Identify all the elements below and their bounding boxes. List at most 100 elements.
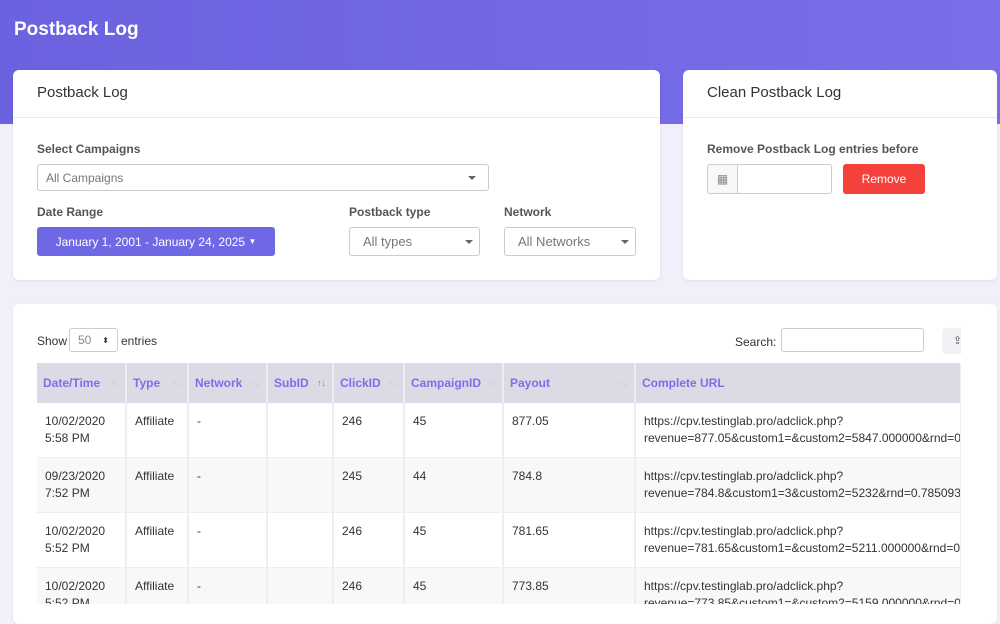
remove-button[interactable]: Remove [843, 164, 925, 194]
cell-payout: 784.8 [503, 457, 636, 513]
cell-url1: https://cpv.testinglab.pro/adclick.php? r… [635, 567, 961, 604]
campaigns-select[interactable]: All Campaigns [37, 164, 489, 191]
payout-text: 773.85 [512, 579, 549, 593]
cell-subid [267, 457, 334, 513]
column-header[interactable]: ClickID ↑↓ [333, 363, 405, 403]
column-header-content: SubID ↑↓ [274, 376, 326, 390]
column-header[interactable]: Complete URL [635, 363, 961, 403]
date-text: 10/02/2020 [45, 414, 106, 428]
cell-date: 10/02/2020 5:52 PM [37, 567, 127, 604]
column-label: Type [133, 376, 161, 390]
cell-payout: 773.85 [503, 567, 636, 604]
column-header[interactable]: CampaignID ↑↓ [404, 363, 504, 403]
clickid-text: 246 [342, 414, 363, 428]
sort-icon: ↑↓ [619, 378, 628, 388]
table-row: 10/02/2020 5:58 PM Affiliate - 246 45 877.05 ht… [37, 403, 961, 458]
payout-text: 877.05 [512, 414, 549, 428]
cell-url1: https://cpv.testinglab.pro/adclick.php? r… [635, 512, 961, 568]
table-row: 10/02/2020 5:52 PM Affiliate - 246 45 773.85 ht… [37, 567, 961, 604]
cell-campaignid: 45 [404, 567, 504, 604]
cell-url1: https://cpv.testinglab.pro/adclick.php? r… [635, 403, 961, 458]
search-input[interactable] [781, 328, 924, 352]
cell-campaignid: 44 [404, 457, 504, 513]
column-header-content: Date/Time ↑↓ [43, 376, 119, 390]
calendar-icon[interactable]: ▦ [707, 164, 738, 194]
campaignid-text: 45 [413, 414, 427, 428]
cell-clickid: 246 [333, 403, 405, 458]
sort-icon: ↑↓ [487, 378, 496, 388]
campaignid-text: 45 [413, 579, 427, 593]
column-header[interactable]: Network ↑↓ [188, 363, 268, 403]
postback-table: Date/Time ↑↓ Type ↑↓ Network ↑↓ SubID ↑↓ ClickID… [37, 363, 961, 604]
cell-date: 09/23/2020 7:52 PM [37, 457, 127, 513]
time-text: 7:52 PM [45, 486, 90, 500]
column-header[interactable]: Type ↑↓ [126, 363, 189, 403]
network-value: All Networks [518, 234, 591, 249]
cell-subid [267, 512, 334, 568]
export-icon[interactable]: ⇪ [943, 328, 961, 352]
date-range-value: January 1, 2001 - January 24, 2025 [55, 234, 246, 249]
remove-before-label: Remove Postback Log entries before [707, 142, 919, 156]
cell-network: - [188, 512, 268, 568]
cell-payout: 781.65 [503, 512, 636, 568]
column-header[interactable]: Date/Time ↑↓ [37, 363, 127, 403]
network-label: Network [504, 205, 552, 219]
postback-type-select[interactable]: All types [349, 227, 480, 256]
cell-type: Affiliate [126, 512, 189, 568]
chevron-down-icon [468, 175, 476, 184]
table-row: 09/23/2020 7:52 PM Affiliate - 245 44 784.8 htt… [37, 457, 961, 513]
cell-network: - [188, 567, 268, 604]
cell-network: - [188, 403, 268, 458]
url2-text: revenue=781.65&custom1=&custom2=5211.000… [644, 541, 961, 555]
url1-text: https://cpv.testinglab.pro/adclick.php? [644, 579, 844, 593]
column-header-content: ClickID ↑↓ [340, 376, 397, 390]
type-text: Affiliate [135, 469, 175, 483]
url2-text: revenue=773.85&custom1=&custom2=5159.000… [644, 596, 961, 604]
campaigns-label: Select Campaigns [37, 142, 141, 156]
filter-card: Postback Log Select Campaigns All Campai… [13, 70, 660, 280]
date-range-label: Date Range [37, 205, 104, 219]
remove-date-input[interactable] [737, 164, 832, 194]
cell-payout: 877.05 [503, 403, 636, 458]
column-label: Date/Time [43, 376, 101, 390]
column-header-content: Payout ↑↓ [510, 376, 628, 390]
cell-clickid: 245 [333, 457, 405, 513]
show-label: Show [37, 334, 68, 348]
column-header[interactable]: Payout ↑↓ [503, 363, 636, 403]
column-header[interactable]: SubID ↑↓ [267, 363, 334, 403]
postback-type-label: Postback type [349, 205, 431, 219]
network-text: - [197, 469, 201, 483]
cell-network: - [188, 457, 268, 513]
url1-text: https://cpv.testinglab.pro/adclick.php? [644, 414, 844, 428]
campaigns-value: All Campaigns [46, 170, 124, 185]
chevron-down-icon [465, 239, 473, 248]
cell-date: 10/02/2020 5:52 PM [37, 512, 127, 568]
column-header-content: Complete URL [642, 376, 954, 390]
sort-icon: ↑↓ [388, 378, 397, 388]
filter-card-title: Postback Log [13, 70, 660, 118]
network-text: - [197, 524, 201, 538]
date-text: 09/23/2020 [45, 469, 106, 483]
time-text: 5:58 PM [45, 431, 90, 445]
entries-select[interactable]: 50 ⬍ [69, 328, 118, 352]
url2-text: revenue=784.8&custom1=3&custom2=5232&rnd… [644, 486, 961, 500]
cell-clickid: 246 [333, 512, 405, 568]
date-range-button[interactable]: January 1, 2001 - January 24, 2025 ▼ [37, 227, 275, 256]
url1-text: https://cpv.testinglab.pro/adclick.php? [644, 524, 844, 538]
search-label: Search: [735, 335, 777, 349]
clickid-text: 246 [342, 579, 363, 593]
sort-icon: ↑↓ [172, 378, 181, 388]
cell-subid [267, 567, 334, 604]
network-select[interactable]: All Networks [504, 227, 636, 256]
sort-icon: ↑↓ [110, 378, 119, 388]
caret-down-icon: ▼ [248, 237, 257, 246]
cell-type: Affiliate [126, 457, 189, 513]
date-text: 10/02/2020 [45, 579, 106, 593]
clickid-text: 245 [342, 469, 363, 483]
cell-url1: https://cpv.testinglab.pro/adclick.php? r… [635, 457, 961, 513]
column-label: ClickID [340, 376, 381, 390]
type-value: All types [363, 234, 413, 249]
page-title: Postback Log [14, 19, 139, 40]
column-header-content: CampaignID ↑↓ [411, 376, 496, 390]
campaignid-text: 45 [413, 524, 427, 538]
